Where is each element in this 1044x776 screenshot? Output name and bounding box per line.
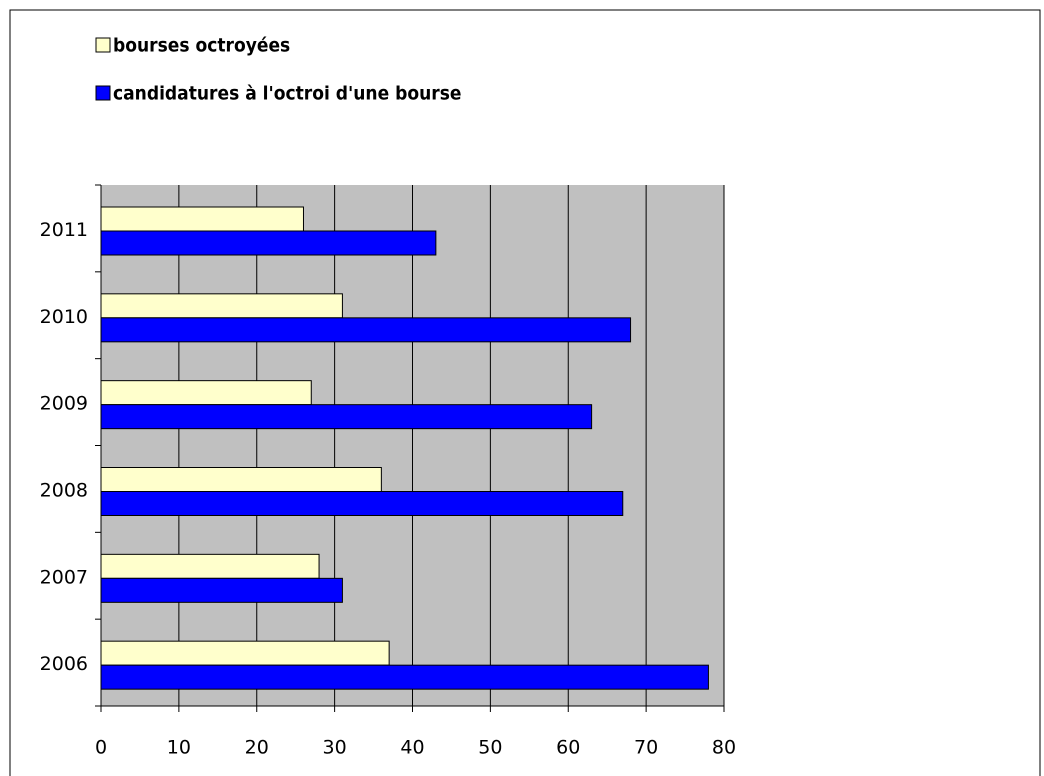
y-tick-label: 2011 xyxy=(40,219,88,241)
y-tick-label: 2010 xyxy=(40,306,88,328)
legend-swatch xyxy=(95,37,111,53)
y-tick-label: 2006 xyxy=(40,653,88,675)
legend-label: bourses octroyées xyxy=(113,35,290,57)
y-tick-label: 2008 xyxy=(40,479,88,501)
bar xyxy=(100,404,593,430)
x-tick-label: 50 xyxy=(478,737,502,759)
x-tick-label: 10 xyxy=(167,737,191,759)
bar xyxy=(100,553,320,579)
bar xyxy=(100,293,343,319)
legend-label: candidatures à l'octroi d'une bourse xyxy=(113,83,462,105)
x-tick-label: 60 xyxy=(556,737,580,759)
bar xyxy=(100,317,632,343)
legend-swatch xyxy=(95,85,111,101)
bar xyxy=(100,491,624,516)
x-tick-label: 70 xyxy=(634,737,658,759)
bar xyxy=(100,206,304,232)
y-tick-label: 2009 xyxy=(40,393,88,415)
bar xyxy=(100,664,709,690)
bar xyxy=(100,467,382,492)
x-tick-label: 0 xyxy=(95,737,107,759)
y-tick-label: 2007 xyxy=(40,566,88,588)
bar xyxy=(100,230,437,256)
x-tick-label: 20 xyxy=(245,737,269,759)
bar xyxy=(100,380,312,406)
bar xyxy=(100,577,343,603)
x-tick-label: 30 xyxy=(323,737,347,759)
x-tick-label: 40 xyxy=(400,737,424,759)
bar xyxy=(100,640,390,666)
x-tick-label: 80 xyxy=(712,737,736,759)
